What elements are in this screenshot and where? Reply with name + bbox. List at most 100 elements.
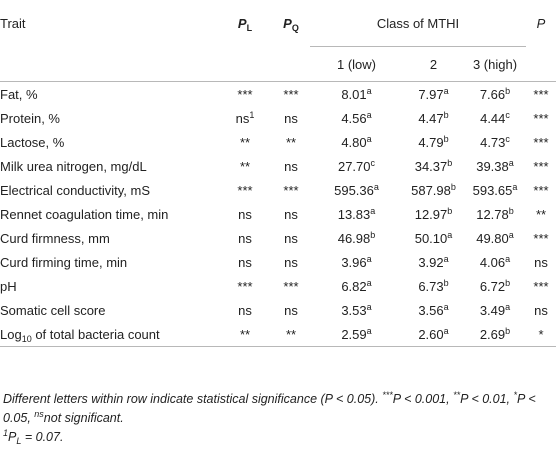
class-2-cell: 50.10a: [414, 229, 453, 246]
class-1-cell: 4.80a: [341, 133, 372, 150]
table-row: Rennet coagulation time, min ns ns 13.83a 12…: [0, 202, 556, 226]
trait-cell: Curd firmness, mm: [0, 230, 110, 246]
table-row: pH *** *** 6.82a 6.73b 6.72b ***: [0, 274, 556, 298]
class-1-cell: 6.82a: [341, 277, 372, 294]
trait-cell: Curd firming time, min: [0, 254, 128, 270]
class-3-cell: 2.69b: [464, 322, 526, 347]
p-cell: *: [526, 322, 556, 347]
p-cell: ***: [533, 158, 549, 174]
pl-cell: **: [239, 158, 251, 174]
table-row: Protein, % ns1 ns 4.56a 4.47b 4.44c ***: [0, 106, 556, 130]
p-cell: ***: [533, 86, 549, 102]
pl-footnote: 1PL = 0.07.: [3, 428, 64, 446]
trait-cell: Rennet coagulation time, min: [0, 206, 169, 222]
pl-cell: ns: [238, 302, 252, 318]
pq-cell: ns: [284, 230, 298, 246]
pq-cell: ***: [283, 278, 299, 294]
subheader-row: 1 (low) 2 3 (high): [0, 46, 556, 82]
p-column-header: P: [526, 16, 556, 82]
pq-cell: ns: [284, 302, 298, 318]
class-1-cell: 4.56a: [341, 109, 372, 126]
class-3-cell: 4.44c: [480, 109, 510, 126]
class-2-cell: 3.92a: [418, 253, 449, 270]
class-3-header: 3 (high): [464, 46, 526, 82]
trait-column-header: Trait: [0, 16, 218, 82]
class-2-cell: 7.97a: [418, 85, 449, 102]
pl-cell: **: [239, 134, 251, 150]
trait-cell: Fat, %: [0, 86, 38, 102]
p-cell: ns: [534, 254, 548, 270]
class-3-cell: 3.49a: [479, 301, 511, 318]
class-1-cell: 2.59a: [310, 322, 403, 347]
pl-cell: ***: [237, 182, 253, 198]
trait-cell: Lactose, %: [0, 134, 65, 150]
p-cell: ***: [533, 182, 549, 198]
class-2-cell: 3.56a: [418, 301, 449, 318]
pl-cell: ns: [238, 206, 252, 222]
pq-cell: ns: [284, 158, 298, 174]
class-1-cell: 46.98b: [337, 229, 376, 246]
pl-cell: **: [218, 322, 272, 347]
class-3-cell: 39.38a: [476, 157, 514, 174]
class-2-cell: 4.79b: [418, 133, 449, 150]
class-2-cell: 12.97b: [414, 205, 453, 222]
table-row: Fat, % *** *** 8.01a 7.97a 7.66b ***: [0, 82, 556, 107]
pl-cell: ns1: [235, 109, 255, 126]
pq-cell: ns: [284, 254, 298, 270]
pq-cell: ns: [284, 110, 298, 126]
pq-column-header: PQ: [272, 16, 310, 82]
pq-cell: **: [285, 134, 297, 150]
pl-column-header: PL: [218, 16, 272, 82]
trait-cell: Milk urea nitrogen, mg/dL: [0, 158, 147, 174]
class-3-cell: 4.73c: [480, 133, 510, 150]
table-row: Electrical conductivity, mS *** *** 595.36a…: [0, 178, 556, 202]
pl-cell: ***: [237, 86, 253, 102]
trait-cell: Log10 of total bacteria count: [0, 322, 218, 347]
table-row: Lactose, % ** ** 4.80a 4.79b 4.73c ***: [0, 130, 556, 154]
trait-cell: Somatic cell score: [0, 302, 106, 318]
class-2-cell: 2.60a: [403, 322, 464, 347]
p-cell: ***: [533, 278, 549, 294]
pq-cell: **: [272, 322, 310, 347]
significance-footnote: Different letters within row indicate st…: [3, 390, 536, 426]
class-2-cell: 587.98b: [411, 181, 456, 198]
class-3-cell: 49.80a: [476, 229, 514, 246]
class-2-cell: 34.37b: [414, 157, 453, 174]
table-row: Log10 of total bacteria count ** ** 2.59a 2.…: [0, 322, 556, 347]
class-2-cell: 4.47b: [418, 109, 449, 126]
pq-cell: ns: [284, 206, 298, 222]
trait-cell: Protein, %: [0, 110, 60, 126]
p-cell: ***: [533, 134, 549, 150]
class-2-cell: 6.73b: [418, 277, 449, 294]
p-cell: ***: [533, 110, 549, 126]
p-cell: **: [535, 206, 547, 222]
class-1-cell: 595.36a: [334, 181, 379, 198]
header-row: Trait PL PQ Class of MTHI P: [0, 16, 556, 82]
pl-cell: ***: [237, 278, 253, 294]
table-row: Somatic cell score ns ns 3.53a 3.56a 3.49a ns: [0, 298, 556, 322]
class-3-cell: 593.65a: [472, 181, 518, 198]
class-3-cell: 6.72b: [479, 277, 511, 294]
p-cell: ***: [533, 230, 549, 246]
trait-cell: pH: [0, 278, 17, 294]
pq-cell: ***: [283, 86, 299, 102]
class-group-header: Class of MTHI: [310, 16, 526, 47]
table-row: Curd firming time, min ns ns 3.96a 3.92a 4.06…: [0, 250, 556, 274]
p-cell: ns: [534, 302, 548, 318]
pl-cell: ns: [238, 254, 252, 270]
results-table: Trait PL PQ Class of MTHI P 1 (low) 2 3 …: [0, 16, 556, 347]
pl-cell: ns: [238, 230, 252, 246]
class-3-cell: 7.66b: [479, 85, 511, 102]
class-1-cell: 13.83a: [337, 205, 376, 222]
table-body: Fat, % *** *** 8.01a 7.97a 7.66b *** Protein, %…: [0, 82, 556, 347]
class-2-header: 2: [403, 46, 464, 82]
pq-cell: ***: [283, 182, 299, 198]
class-3-cell: 4.06a: [479, 253, 511, 270]
table-row: Milk urea nitrogen, mg/dL ** ns 27.70c 34.37…: [0, 154, 556, 178]
trait-cell: Electrical conductivity, mS: [0, 182, 151, 198]
class-1-cell: 27.70c: [337, 157, 376, 174]
class-3-cell: 12.78b: [476, 205, 514, 222]
table-row: Curd firmness, mm ns ns 46.98b 50.10a 49.80a *…: [0, 226, 556, 250]
class-1-cell: 8.01a: [341, 85, 372, 102]
class-1-cell: 3.96a: [341, 253, 372, 270]
